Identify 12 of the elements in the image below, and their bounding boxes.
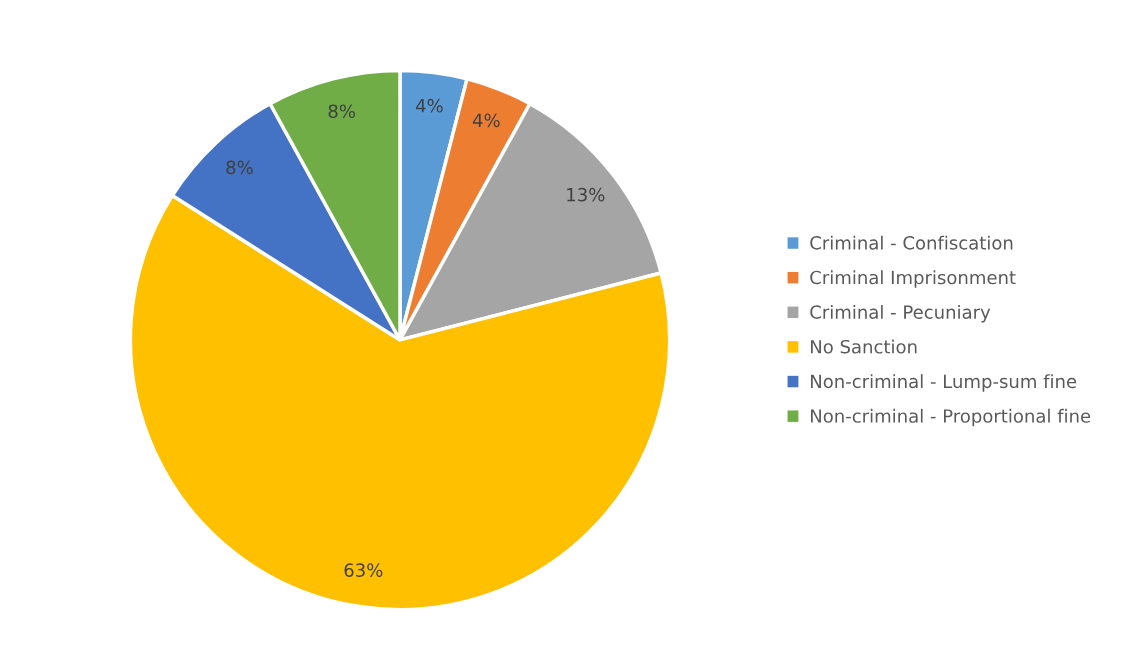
legend-label: No Sanction	[811, 339, 917, 354]
legend-label: Non-criminal - Proportional fine	[811, 408, 1091, 427]
data-label: 4%	[472, 113, 500, 128]
data-label: 4%	[415, 98, 443, 113]
legend-label: Criminal - Confiscation	[810, 235, 1013, 250]
legend-label: Criminal Imprisonment	[810, 270, 1016, 288]
legend-label: Criminal - Pecuniary	[810, 304, 991, 323]
data-label: 8%	[328, 104, 355, 119]
data-label: 63%	[344, 563, 383, 577]
legend-label: Non-criminal - Lump-sum fine	[811, 374, 1077, 392]
data-label: 13%	[567, 187, 605, 202]
data-label: 8%	[226, 160, 253, 175]
